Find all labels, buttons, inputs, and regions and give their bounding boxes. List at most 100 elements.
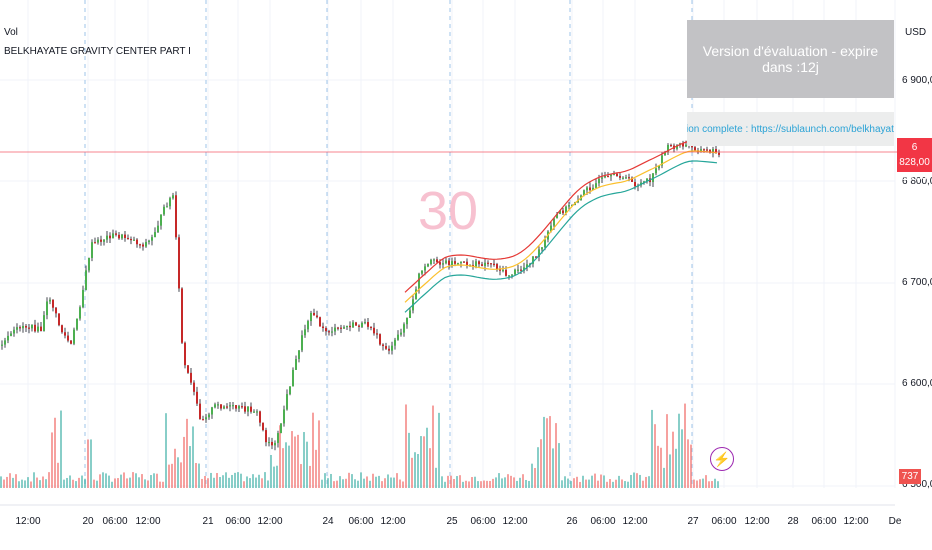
volume-bar — [444, 481, 446, 488]
volume-bar — [393, 477, 395, 488]
volume-bar — [120, 474, 122, 488]
volume-bar — [522, 474, 524, 488]
candle-body — [247, 406, 249, 412]
volume-bar — [60, 410, 62, 488]
volume-bar — [399, 479, 401, 488]
candle-body — [391, 345, 393, 351]
lightning-icon[interactable]: ⚡ — [710, 447, 734, 471]
candle-body — [460, 261, 462, 264]
candle-body — [94, 242, 96, 244]
volume-bar — [201, 478, 203, 488]
volume-bar — [171, 463, 173, 488]
volume-bar — [717, 481, 719, 488]
volume-bar — [684, 403, 686, 488]
candle-body — [511, 274, 513, 276]
volume-bar — [372, 473, 374, 488]
volume-bar — [600, 474, 602, 488]
candle-body — [568, 205, 570, 207]
volume-bar — [240, 473, 242, 488]
candle-body — [424, 266, 426, 271]
volume-bar — [642, 480, 644, 488]
gravity-center-indicator-label[interactable]: BELKHAYATE GRAVITY CENTER PART I — [4, 46, 191, 57]
time-axis-label: 06:00 — [811, 516, 836, 527]
volume-bar — [156, 473, 158, 488]
volume-bar — [324, 473, 326, 488]
volume-bar — [414, 452, 416, 488]
candle-body — [343, 327, 345, 329]
volume-bar — [666, 414, 668, 488]
candle-body — [205, 417, 207, 420]
volume-bar — [573, 478, 575, 488]
volume-bar — [303, 432, 305, 488]
candle-body — [394, 339, 396, 346]
candle-body — [541, 247, 543, 250]
volume-bar — [708, 481, 710, 488]
volume-bar — [375, 476, 377, 488]
candle-body — [376, 333, 378, 335]
volume-indicator-label[interactable]: Vol — [4, 27, 18, 38]
candle-body — [178, 237, 180, 289]
candle-body — [196, 391, 198, 404]
volume-bar — [615, 479, 617, 488]
candle-body — [145, 242, 147, 247]
candle-body — [112, 233, 114, 239]
volume-bar — [234, 472, 236, 488]
candle-body — [490, 263, 492, 265]
candle-body — [34, 324, 36, 332]
candle-body — [157, 225, 159, 233]
volume-bar — [357, 480, 359, 488]
full-version-link[interactable]: Version complete : https://sublaunch.com… — [687, 112, 894, 146]
volume-bar — [21, 479, 23, 488]
volume-bar — [351, 474, 353, 488]
volume-bar — [438, 412, 440, 488]
candle-body — [151, 237, 153, 241]
candle-body — [121, 234, 123, 239]
volume-bar — [237, 472, 239, 488]
volume-bar — [489, 480, 491, 488]
currency-label[interactable]: USD — [905, 27, 927, 38]
price-axis-label: 6 700,00 — [902, 277, 932, 288]
volume-bar — [219, 477, 221, 488]
candle-body — [373, 327, 375, 334]
volume-bar — [477, 481, 479, 488]
candle-body — [604, 176, 606, 178]
time-axis-label: 12:00 — [744, 516, 769, 527]
candle-body — [646, 178, 648, 182]
candle-body — [520, 269, 522, 271]
candle-body — [406, 318, 408, 325]
candle-body — [565, 206, 567, 214]
time-axis-label: 28 — [787, 516, 799, 527]
candle-body — [295, 359, 297, 370]
candle-body — [274, 442, 276, 446]
volume-bar — [99, 474, 101, 488]
candle-body — [202, 419, 204, 421]
candle-body — [661, 155, 663, 166]
candle-body — [139, 244, 141, 246]
volume-bar — [552, 448, 554, 488]
volume-bar — [456, 476, 458, 488]
volume-bar — [207, 478, 209, 488]
candle-body — [670, 144, 672, 147]
candle-body — [496, 264, 498, 270]
volume-bar — [648, 476, 650, 488]
candle-body — [631, 177, 633, 182]
volume-bar — [144, 479, 146, 488]
candle-body — [667, 144, 669, 153]
volume-bar — [327, 478, 329, 488]
volume-bar — [309, 465, 311, 488]
volume-bar — [66, 477, 68, 488]
time-axis-label: 12:00 — [135, 516, 160, 527]
candle-body — [4, 340, 6, 345]
candle-body — [553, 218, 555, 226]
volume-bar — [408, 432, 410, 488]
volume-bar — [69, 475, 71, 488]
volume-bar — [192, 426, 194, 488]
candle-body — [13, 329, 15, 334]
volume-bar — [306, 441, 308, 488]
candle-body — [292, 369, 294, 387]
candle-body — [676, 145, 678, 149]
candle-body — [313, 312, 315, 316]
time-axis-label: 06:00 — [225, 516, 250, 527]
